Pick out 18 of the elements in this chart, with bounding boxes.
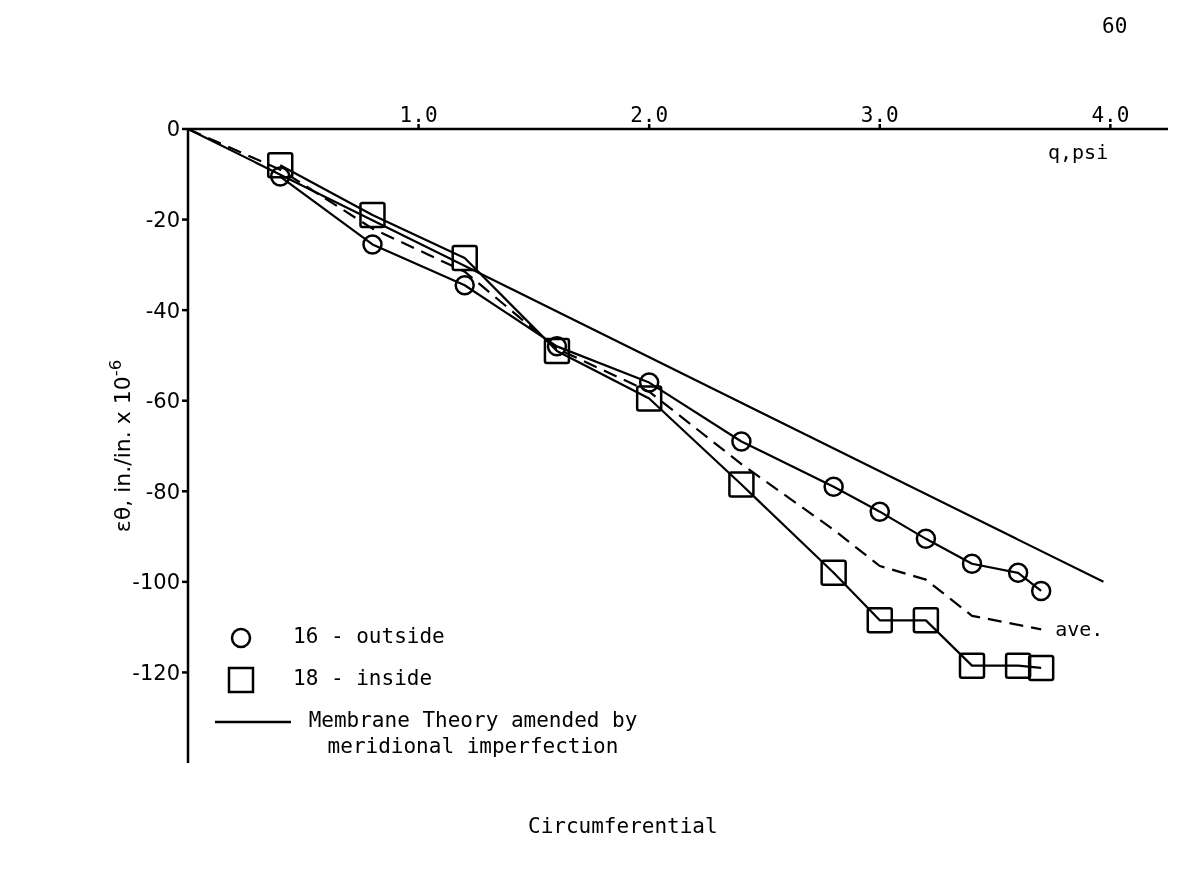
x-tick-label: 3.0	[860, 103, 899, 127]
text: 60	[1102, 14, 1128, 38]
legend-label: 18 - inside	[293, 665, 433, 691]
y-tick-label: -80	[145, 479, 180, 504]
legend-label: Membrane Theory amended by meridional imperfection	[307, 707, 639, 759]
legend-label: 16 - outside	[293, 623, 445, 649]
y-tick-label: 0	[166, 117, 180, 142]
y-tick-label: -60	[145, 389, 180, 414]
text: Circumferential	[528, 814, 718, 838]
x-tick-label: 4.0	[1091, 103, 1130, 127]
y-tick-label: -120	[132, 660, 180, 685]
x-tick-label: 1.0	[399, 103, 438, 127]
y-tick-label: -100	[132, 570, 180, 595]
y-tick-label: -20	[145, 208, 180, 233]
y-tick-label: -40	[145, 298, 180, 323]
x-axis-title: q,psi	[1048, 140, 1109, 164]
series-label: ave.	[1055, 617, 1104, 642]
x-tick-label: 2.0	[630, 103, 669, 127]
